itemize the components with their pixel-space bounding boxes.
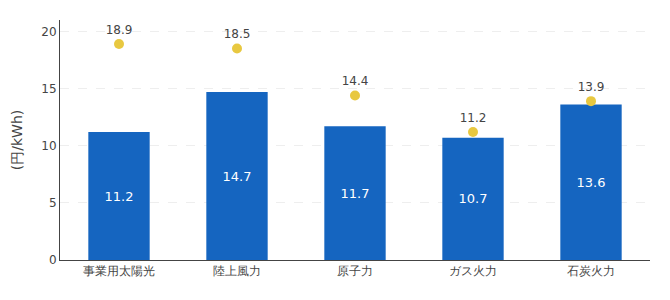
svg-text:18.5: 18.5 — [224, 27, 251, 41]
svg-text:20: 20 — [41, 25, 56, 39]
svg-text:陸上風力: 陸上風力 — [213, 264, 261, 278]
svg-text:14.7: 14.7 — [223, 169, 252, 184]
svg-text:11.7: 11.7 — [341, 186, 370, 201]
svg-text:10: 10 — [41, 139, 56, 153]
svg-text:14.4: 14.4 — [342, 74, 369, 88]
svg-text:10.7: 10.7 — [459, 191, 488, 206]
svg-text:ガス火力: ガス火力 — [449, 264, 497, 278]
svg-text:0: 0 — [49, 253, 57, 267]
svg-text:13.6: 13.6 — [577, 175, 606, 190]
svg-text:13.9: 13.9 — [578, 80, 605, 94]
svg-text:18.9: 18.9 — [106, 23, 133, 37]
svg-text:石炭火力: 石炭火力 — [567, 264, 615, 278]
svg-text:原子力: 原子力 — [337, 264, 373, 278]
svg-text:5: 5 — [49, 196, 57, 210]
svg-text:事業用太陽光: 事業用太陽光 — [83, 264, 155, 278]
svg-text:15: 15 — [41, 82, 56, 96]
svg-text:11.2: 11.2 — [105, 189, 134, 204]
svg-text:11.2: 11.2 — [460, 111, 487, 125]
svg-text:(円/kWh): (円/kWh) — [9, 110, 25, 170]
